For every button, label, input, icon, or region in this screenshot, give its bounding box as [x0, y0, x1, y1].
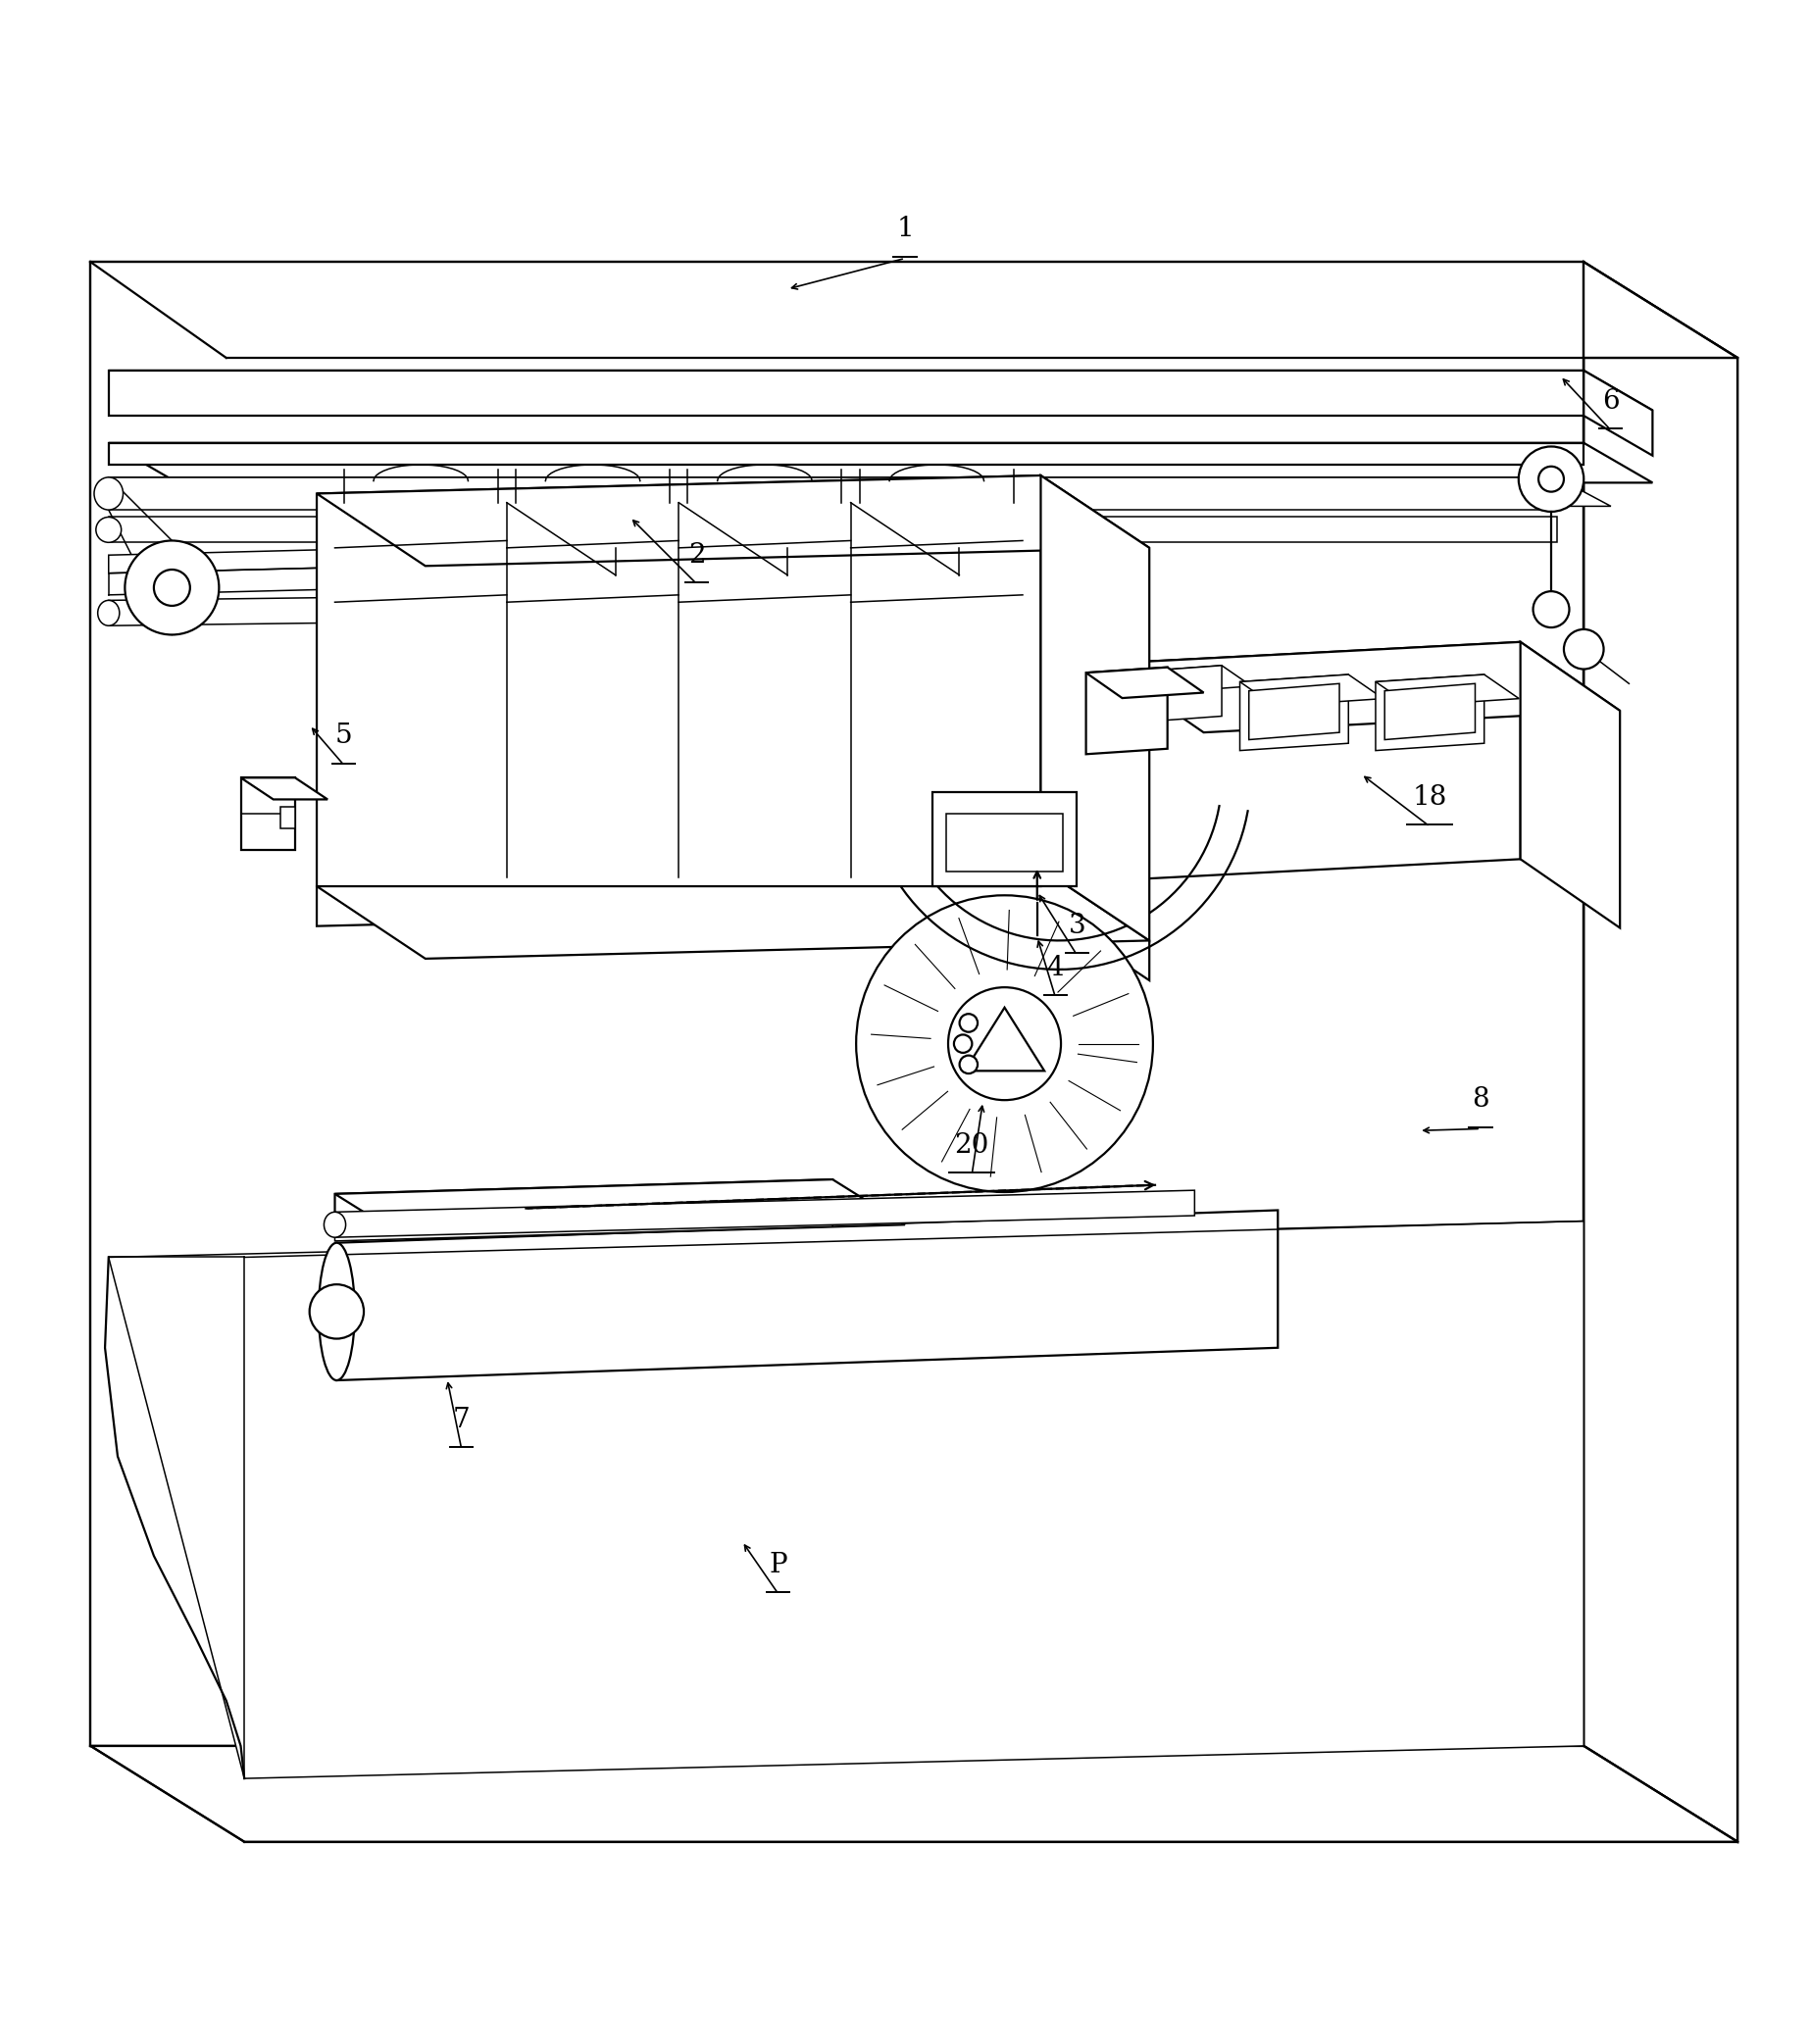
Polygon shape [91, 1746, 1738, 1842]
Polygon shape [241, 777, 328, 799]
Polygon shape [1376, 675, 1484, 750]
Polygon shape [337, 1210, 1278, 1380]
Polygon shape [109, 444, 1653, 482]
Polygon shape [109, 517, 1557, 542]
Text: 20: 20 [954, 1132, 990, 1159]
Circle shape [856, 895, 1153, 1192]
Circle shape [1519, 446, 1584, 511]
Polygon shape [91, 262, 1738, 358]
Ellipse shape [324, 1212, 346, 1237]
Polygon shape [1385, 683, 1475, 740]
Polygon shape [109, 548, 398, 572]
Ellipse shape [96, 517, 121, 542]
Polygon shape [335, 1212, 833, 1241]
Circle shape [1564, 630, 1604, 668]
Polygon shape [109, 370, 1653, 411]
Polygon shape [1104, 642, 1520, 881]
Polygon shape [109, 1220, 1584, 1778]
Polygon shape [91, 262, 1584, 1746]
Polygon shape [109, 370, 1584, 415]
Text: 6: 6 [1602, 388, 1620, 415]
Text: 3: 3 [1068, 914, 1086, 940]
Circle shape [959, 1014, 977, 1032]
Circle shape [154, 570, 190, 605]
Polygon shape [335, 1179, 833, 1226]
Circle shape [310, 1284, 364, 1339]
Ellipse shape [94, 478, 123, 509]
Ellipse shape [319, 1243, 355, 1380]
Circle shape [1538, 466, 1564, 493]
Circle shape [1533, 591, 1569, 628]
Text: P: P [769, 1551, 787, 1578]
Circle shape [954, 1034, 972, 1053]
Circle shape [948, 987, 1061, 1100]
Polygon shape [1086, 666, 1167, 754]
Polygon shape [317, 476, 1041, 887]
Polygon shape [1240, 675, 1348, 750]
Polygon shape [1376, 675, 1519, 705]
Text: 18: 18 [1412, 785, 1448, 811]
Polygon shape [109, 478, 1557, 509]
Polygon shape [1122, 666, 1253, 693]
Text: 1: 1 [896, 217, 914, 243]
Text: 4: 4 [1046, 955, 1064, 981]
Polygon shape [109, 478, 1611, 507]
Text: 5: 5 [335, 724, 353, 750]
Polygon shape [281, 807, 295, 828]
Circle shape [959, 1055, 977, 1073]
Text: 7: 7 [452, 1406, 471, 1433]
Polygon shape [1086, 666, 1204, 699]
Polygon shape [109, 597, 398, 625]
Circle shape [125, 540, 219, 636]
Text: 8: 8 [1472, 1087, 1490, 1114]
Polygon shape [241, 777, 295, 850]
Polygon shape [1041, 476, 1149, 940]
Polygon shape [932, 793, 1077, 887]
Polygon shape [317, 869, 1149, 959]
Polygon shape [317, 869, 1041, 926]
Polygon shape [965, 1008, 1044, 1071]
Polygon shape [1122, 666, 1222, 724]
Text: 2: 2 [688, 542, 706, 568]
Polygon shape [1520, 642, 1620, 928]
Polygon shape [1041, 869, 1149, 981]
Polygon shape [335, 1190, 1195, 1237]
Polygon shape [317, 476, 1149, 566]
Polygon shape [335, 1179, 905, 1239]
Polygon shape [1584, 370, 1653, 456]
Polygon shape [1104, 642, 1620, 732]
Polygon shape [1584, 262, 1738, 1842]
Polygon shape [1249, 683, 1339, 740]
Polygon shape [109, 444, 1584, 464]
Ellipse shape [98, 601, 119, 625]
Polygon shape [947, 814, 1062, 873]
Polygon shape [1240, 675, 1383, 705]
